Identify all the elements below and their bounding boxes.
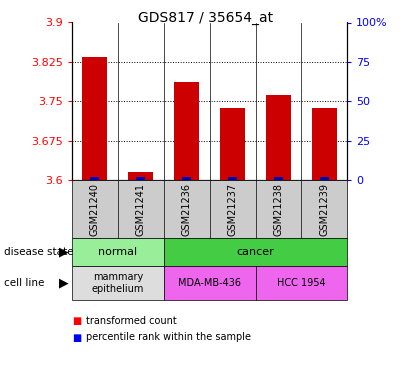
Text: ■: ■ bbox=[72, 316, 81, 326]
Bar bbox=[320, 177, 329, 180]
Bar bbox=[220, 108, 245, 180]
Text: GSM21240: GSM21240 bbox=[90, 183, 100, 236]
Bar bbox=[266, 95, 291, 180]
Text: ■: ■ bbox=[72, 333, 81, 342]
Text: transformed count: transformed count bbox=[86, 316, 177, 326]
Text: GSM21241: GSM21241 bbox=[136, 183, 146, 236]
Text: normal: normal bbox=[98, 247, 137, 257]
Bar bbox=[128, 172, 153, 180]
Text: GSM21238: GSM21238 bbox=[273, 183, 284, 236]
Bar bbox=[82, 57, 108, 180]
Bar bbox=[274, 177, 283, 180]
Text: GDS817 / 35654_at: GDS817 / 35654_at bbox=[138, 11, 273, 25]
Text: HCC 1954: HCC 1954 bbox=[277, 278, 326, 288]
Text: cancer: cancer bbox=[237, 247, 275, 257]
Bar bbox=[312, 108, 337, 180]
Bar bbox=[90, 177, 99, 180]
Text: GSM21236: GSM21236 bbox=[182, 183, 192, 236]
Text: ▶: ▶ bbox=[59, 277, 69, 290]
Bar bbox=[228, 177, 237, 180]
Text: MDA-MB-436: MDA-MB-436 bbox=[178, 278, 241, 288]
Text: GSM21237: GSM21237 bbox=[228, 183, 238, 236]
Text: percentile rank within the sample: percentile rank within the sample bbox=[86, 333, 251, 342]
Text: mammary
epithelium: mammary epithelium bbox=[92, 272, 144, 294]
Bar bbox=[182, 177, 191, 180]
Text: cell line: cell line bbox=[4, 278, 44, 288]
Text: GSM21239: GSM21239 bbox=[319, 183, 329, 236]
Bar bbox=[174, 82, 199, 180]
Text: disease state: disease state bbox=[4, 247, 74, 257]
Text: ▶: ▶ bbox=[59, 246, 69, 259]
Bar bbox=[136, 177, 145, 180]
